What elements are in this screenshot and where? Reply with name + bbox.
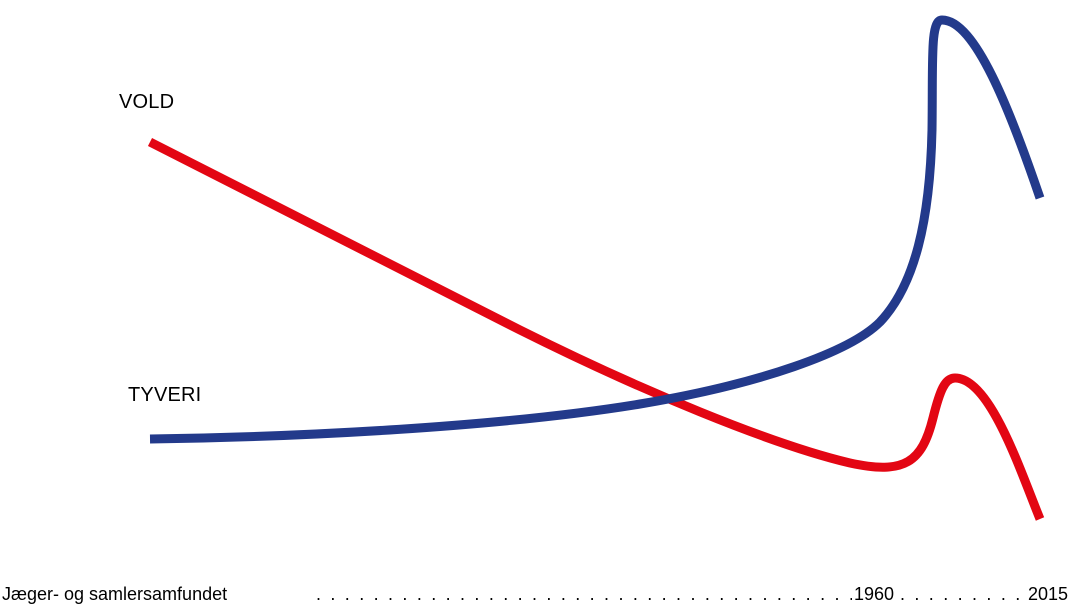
- x-tick-label: Jæger- og samlersamfundet: [2, 584, 228, 604]
- x-axis-leader: . . . . . . . . . . . . . . . . . . . . …: [316, 584, 852, 604]
- x-axis-leader: . . . . . . . . . . . . . . . . . . . . …: [900, 584, 1024, 604]
- series-label-vold: VOLD: [119, 91, 175, 113]
- series-line-tyveri: [149, 15, 1045, 444]
- series-line-vold: [147, 137, 1045, 521]
- x-axis: Jæger- og samlersamfundet . . . . . . . …: [2, 584, 1068, 610]
- x-tick-label: 2015: [1027, 584, 1068, 604]
- x-tick-label: 1960: [854, 584, 895, 604]
- series-label-tyveri: TYVERI: [128, 384, 202, 406]
